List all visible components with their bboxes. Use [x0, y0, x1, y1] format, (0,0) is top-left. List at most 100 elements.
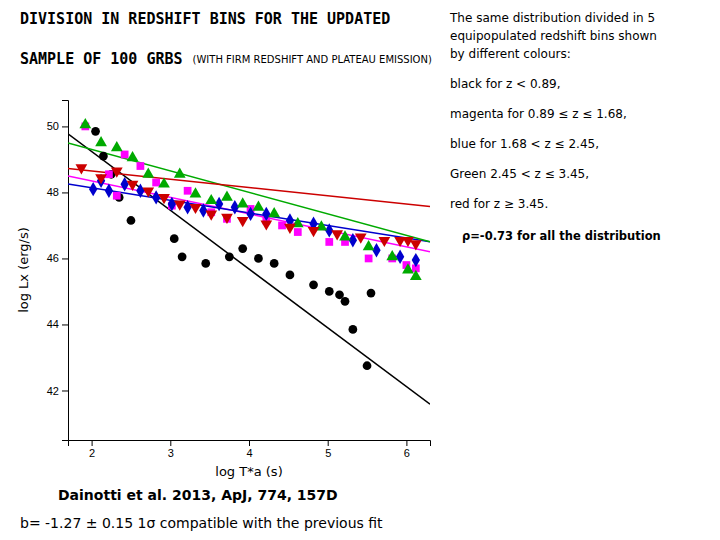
point — [396, 250, 404, 264]
point — [225, 252, 234, 261]
point — [402, 263, 414, 273]
citation: Dainotti et al. 2013, ApJ, 774, 157D — [58, 487, 338, 503]
point — [410, 240, 422, 250]
point — [412, 253, 420, 267]
annotation: magenta for 0.89 ≤ z ≤ 1.68, — [450, 107, 627, 121]
x-tick: 2 — [89, 440, 95, 459]
point-series — [79, 118, 421, 280]
point — [201, 259, 210, 268]
point — [254, 254, 263, 263]
x-tick-mark — [406, 440, 407, 446]
point — [325, 287, 334, 296]
point — [253, 200, 265, 210]
annotation: black for z < 0.89, — [450, 77, 561, 91]
point — [184, 187, 192, 195]
point — [127, 181, 139, 191]
x-tick-label: 2 — [89, 447, 95, 459]
point — [190, 204, 202, 214]
point — [142, 167, 154, 177]
point — [113, 192, 121, 200]
point — [121, 151, 129, 159]
subtitle: (WITH FIRM REDSHIFT AND PLATEAU EMISSION… — [193, 54, 432, 65]
point — [363, 361, 372, 370]
x-tick-label: 6 — [404, 447, 410, 459]
y-tick-label: 42 — [47, 385, 59, 397]
x-axis: 23456 — [69, 440, 431, 459]
point — [286, 271, 295, 280]
annotation: The same distribution divided in 5 — [449, 11, 655, 25]
point — [168, 197, 176, 211]
point — [105, 184, 113, 198]
y-tick: 48 — [47, 186, 68, 198]
point — [270, 259, 279, 268]
x-axis-line — [69, 441, 431, 447]
point — [111, 141, 123, 151]
point — [365, 255, 373, 263]
point — [341, 297, 350, 306]
x-tick-mark — [328, 440, 329, 446]
point — [91, 127, 100, 136]
annotation: equipopulated redshift bins shown — [450, 29, 657, 43]
point — [367, 289, 376, 298]
point — [152, 190, 160, 204]
plot-area — [68, 118, 430, 404]
y-tick: 44 — [47, 318, 68, 330]
x-tick: 5 — [325, 440, 331, 459]
point — [309, 280, 318, 289]
point — [294, 228, 302, 236]
point — [355, 234, 367, 244]
point — [331, 230, 343, 240]
y-tick-label: 50 — [47, 120, 59, 132]
point — [89, 182, 97, 196]
point — [205, 210, 217, 220]
point — [152, 179, 160, 187]
point — [410, 270, 422, 280]
point — [95, 174, 107, 184]
y-tick-label: 46 — [47, 252, 59, 264]
point — [246, 207, 254, 221]
annotation: b= -1.27 ± 0.15 1σ compatible with the p… — [20, 515, 383, 531]
x-axis-title: log T*a (s) — [215, 464, 282, 479]
point — [237, 217, 249, 227]
y-axis: 42 44 46 48 50 — [47, 101, 69, 441]
point — [142, 187, 154, 197]
fit-line — [68, 168, 430, 206]
x-tick-mark — [92, 440, 93, 446]
point — [170, 234, 179, 243]
point — [260, 220, 272, 230]
point — [95, 136, 107, 146]
y-tick: 46 — [47, 252, 68, 264]
y-axis-title: log Lx (erg/s) — [16, 227, 31, 313]
annotation-group: The same distribution divided in 5 equipo… — [20, 11, 661, 531]
point — [284, 224, 296, 234]
point-series — [75, 164, 421, 250]
point — [262, 207, 270, 221]
point — [174, 201, 186, 211]
point — [308, 227, 320, 237]
point — [183, 200, 191, 214]
point — [205, 194, 217, 204]
point — [221, 214, 233, 224]
point — [127, 216, 136, 225]
title-group: DIVISION IN REDSHIFT BINS FOR THE UPDATE… — [20, 10, 432, 68]
point — [386, 250, 398, 260]
point — [278, 222, 286, 230]
y-tick: 42 — [47, 385, 68, 397]
point — [363, 240, 375, 250]
point — [174, 167, 186, 177]
fit-line — [68, 143, 430, 242]
annotation: ρ=-0.73 for all the distribution — [462, 229, 661, 243]
point — [238, 244, 247, 253]
point — [221, 191, 233, 201]
x-tick-label: 3 — [168, 447, 174, 459]
point — [75, 164, 87, 174]
y-axis-line — [62, 101, 69, 441]
y-tick-mark — [62, 390, 68, 391]
x-tick: 6 — [404, 440, 410, 459]
point-series — [81, 123, 419, 273]
point — [136, 184, 144, 198]
point — [127, 151, 139, 161]
point — [120, 177, 128, 191]
y-tick-label: 44 — [47, 318, 59, 330]
point — [378, 237, 390, 247]
